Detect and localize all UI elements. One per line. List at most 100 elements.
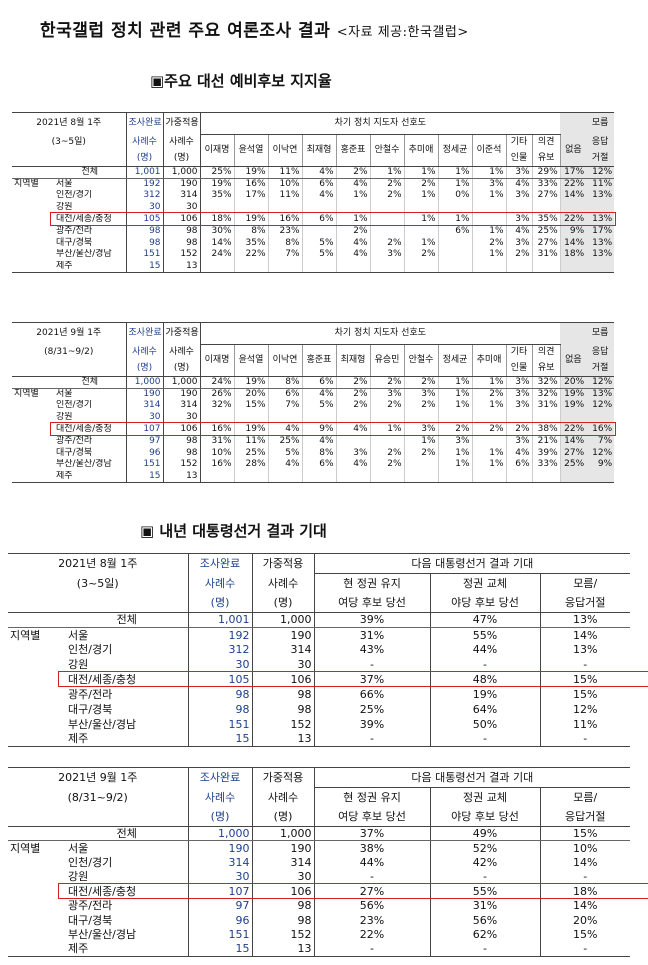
none-value: 18% — [560, 249, 587, 261]
dk-value: 13% — [586, 213, 615, 226]
other-value: 3% — [506, 376, 533, 389]
undecided-value: 32% — [532, 388, 561, 401]
keep-regime-value: 44% — [314, 855, 431, 870]
region-group-label — [12, 237, 54, 249]
candidate-value-1 — [200, 260, 235, 274]
candidate-value-4: 5% — [302, 237, 337, 250]
keep-regime-value: - — [314, 657, 431, 673]
candidate-value-6 — [370, 260, 405, 274]
dk-value: 18% — [573, 884, 598, 898]
region-label: 제주 — [54, 470, 127, 484]
sample-count: 30 — [126, 201, 164, 214]
table-row: 지역별 서울 190 190 38% 52% 10% — [8, 840, 630, 856]
t1-candidate-support-table: 2021년 8월 1주 조사완료 가중적용 차기 정치 지도자 선호도 모름 (3~5일)… — [12, 112, 615, 274]
sample-count: 15 — [126, 470, 164, 484]
candidate-value-1: 14% — [200, 237, 235, 250]
candidate-name-8: 정세균 — [438, 344, 473, 377]
sample-count: 96 — [126, 447, 164, 460]
undecided-value: 38% — [532, 423, 561, 436]
region-group-label — [12, 225, 54, 237]
weighted-count: 314 — [163, 190, 201, 202]
region-label: 광주/전라 — [66, 898, 189, 913]
region-label: 인천/경기 — [54, 190, 127, 202]
highlight-box-chungcheong — [50, 422, 616, 436]
other-value: 2% — [506, 423, 533, 436]
header-other-line2: 인물 — [506, 360, 533, 377]
weighted-count: 314 — [252, 642, 315, 658]
candidate-value-9: 2% — [472, 388, 507, 401]
candidate-value-5: 1% — [336, 190, 371, 202]
header-completed: 조사완료 — [126, 112, 164, 135]
table-row: 강원 30 30- - - — [8, 657, 630, 673]
weighted-count: 98 — [163, 237, 201, 250]
region-label: 광주/전라 — [54, 225, 127, 238]
region-group-label — [8, 687, 66, 702]
sample-count: 192 — [126, 178, 164, 191]
region-group-label — [12, 447, 54, 459]
weighted-count: 30 — [252, 869, 315, 885]
header-other-line1: 기타 — [506, 134, 533, 151]
candidate-value-4 — [302, 260, 337, 274]
candidate-name-4: 최재형 — [302, 134, 337, 167]
candidate-value-7 — [404, 260, 439, 274]
keep-regime-value: 23% — [314, 912, 431, 928]
other-value: 3% — [506, 166, 533, 179]
table-row: 대전/세종/충청 107 106 27% 55% 18% — [8, 884, 630, 899]
candidate-value-4 — [302, 225, 337, 238]
sample-count: 1,001 — [188, 612, 253, 628]
header-count-b: 사례수 — [252, 787, 315, 807]
sample-count: 151 — [188, 927, 253, 942]
candidate-value-3 — [268, 411, 303, 424]
region-label: 서울 — [54, 388, 127, 401]
dk-value: 11% — [573, 717, 598, 731]
change-regime-value: 64% — [430, 701, 541, 717]
candidate-value-8: 1% — [438, 213, 473, 226]
sample-count: 314 — [126, 400, 164, 412]
survey-period-label: (3~5일) — [12, 134, 127, 151]
candidate-value-8: 0% — [438, 190, 473, 202]
region-label: 대구/경북 — [54, 237, 127, 250]
other-value: 6% — [506, 459, 533, 471]
candidate-value-5 — [336, 260, 371, 274]
candidate-value-6 — [370, 201, 405, 214]
header-unit-a: (명) — [188, 593, 253, 613]
region-group-label: 지역별 — [10, 628, 41, 642]
region-label: 인천/경기 — [54, 400, 127, 412]
candidate-value-4: 8% — [302, 447, 337, 460]
region-label: 대구/경북 — [66, 912, 189, 928]
table-row: 전체 1,000 1,000 37% 49% 15% — [8, 826, 631, 842]
change-regime-value: 19% — [430, 686, 541, 702]
weighted-count: 106 — [252, 672, 315, 687]
candidate-value-6: 2% — [370, 237, 405, 250]
candidate-value-2: 25% — [234, 447, 269, 460]
region-group-label — [8, 612, 66, 628]
candidate-value-8: 1% — [438, 178, 473, 191]
none-value: 17% — [560, 166, 587, 179]
header-dk-line2: 응답거절 — [540, 806, 631, 827]
keep-regime-value: 37% — [314, 672, 431, 687]
candidate-value-1: 10% — [200, 447, 235, 460]
candidate-value-9: 2% — [472, 237, 507, 250]
survey-wave-label: 2021년 9월 1주 — [12, 322, 127, 345]
weighted-count: 13 — [163, 470, 201, 484]
header-count-a: 사례수 — [126, 134, 164, 151]
none-value: 19% — [560, 388, 587, 401]
sample-count: 151 — [126, 459, 164, 471]
table-row: 대구/경북 98 98 14% 35% 8% 5% 4% 2% 1% 2% 3% 27% 14% 13% — [12, 237, 615, 250]
candidate-value-1: 16% — [200, 459, 235, 471]
header-keep-line1: 현 정권 유지 — [314, 573, 431, 594]
candidate-value-5: 4% — [336, 423, 371, 436]
sample-count: 98 — [188, 701, 253, 717]
section-heading-candidate-support: ▣주요 대선 예비후보 지지율 — [150, 72, 332, 90]
header-completed: 조사완료 — [126, 322, 164, 345]
candidate-value-9 — [472, 201, 507, 214]
candidate-value-7: 1% — [404, 213, 439, 226]
table-row: 광주/전라 98 98 30% 8% 23% 2% 6% 1% 4% 25% 9% 17% — [12, 225, 615, 238]
candidate-value-3: 8% — [268, 237, 303, 250]
change-regime-value: - — [430, 941, 541, 957]
header-completed: 조사완료 — [188, 553, 253, 574]
header-gray-spacer — [560, 322, 587, 345]
sample-count: 15 — [126, 260, 164, 274]
header-weighted: 가중적용 — [163, 112, 201, 135]
change-regime-value: 47% — [430, 612, 541, 628]
